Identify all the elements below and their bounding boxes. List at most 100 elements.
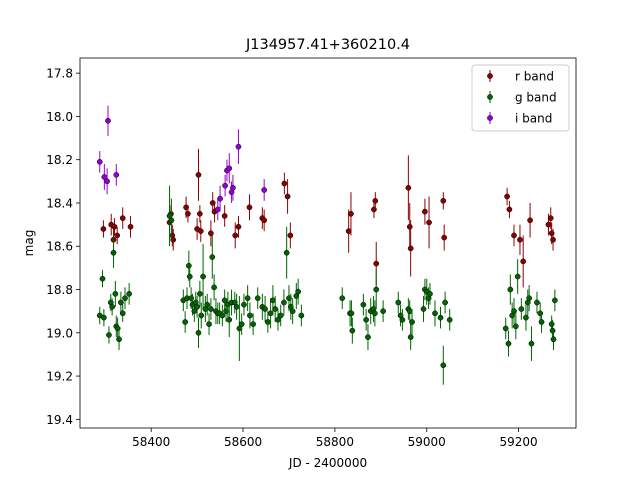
data-point xyxy=(230,184,236,191)
data-point xyxy=(405,184,412,191)
data-point xyxy=(437,314,444,321)
data-point xyxy=(110,249,117,256)
y-tick-label: 19.4 xyxy=(46,413,73,427)
data-point xyxy=(183,204,189,211)
chart-title: J134957.41+360210.4 xyxy=(245,37,410,53)
data-point xyxy=(206,321,212,327)
data-point xyxy=(119,310,126,317)
data-point xyxy=(170,236,177,243)
data-point xyxy=(247,312,253,319)
data-point xyxy=(426,219,432,226)
data-point xyxy=(195,329,202,336)
data-point xyxy=(250,321,256,327)
data-point xyxy=(283,249,290,256)
data-point xyxy=(226,316,233,323)
data-point xyxy=(523,314,529,321)
y-tick-label: 18.0 xyxy=(46,110,73,124)
data-point xyxy=(432,310,438,317)
data-point xyxy=(281,180,288,187)
data-point xyxy=(208,230,214,237)
data-point xyxy=(534,299,540,306)
data-point xyxy=(502,325,509,332)
legend-frame xyxy=(471,64,570,132)
data-point xyxy=(223,308,229,315)
data-point xyxy=(518,306,525,312)
x-tick-label: 59200 xyxy=(499,435,537,449)
data-point xyxy=(235,143,242,150)
data-point xyxy=(287,232,294,239)
data-point xyxy=(197,210,203,217)
data-point xyxy=(235,223,242,230)
legend-label-i-band: i band xyxy=(515,112,552,126)
data-point xyxy=(552,297,558,304)
data-point xyxy=(194,303,200,310)
data-point xyxy=(200,273,206,280)
data-point xyxy=(289,308,296,315)
data-point xyxy=(254,295,261,302)
data-point xyxy=(261,217,268,224)
data-point xyxy=(195,171,202,178)
data-point xyxy=(298,312,305,319)
data-point xyxy=(420,306,427,312)
y-tick-label: 18.2 xyxy=(46,153,73,167)
plot-frame xyxy=(79,57,577,429)
data-point xyxy=(395,299,402,306)
y-tick-label: 17.8 xyxy=(46,67,73,81)
data-point xyxy=(100,226,107,232)
data-point xyxy=(550,336,557,343)
data-point xyxy=(116,336,122,343)
data-point xyxy=(118,299,124,306)
data-point xyxy=(197,290,203,297)
data-point xyxy=(105,117,111,124)
data-point xyxy=(211,284,217,291)
data-point xyxy=(360,301,367,308)
legend: r band g band i band xyxy=(471,64,570,132)
data-point xyxy=(106,332,112,338)
y-tick-label: 18.4 xyxy=(46,196,73,210)
data-point xyxy=(527,217,533,224)
legend-marker-r-band xyxy=(487,73,493,79)
data-point xyxy=(208,306,214,312)
data-point xyxy=(241,301,247,308)
data-point xyxy=(209,200,216,206)
data-point xyxy=(511,232,517,239)
data-point xyxy=(232,232,239,239)
data-point xyxy=(441,234,448,241)
data-point xyxy=(264,319,271,325)
data-point xyxy=(406,223,413,230)
data-point xyxy=(512,323,519,330)
data-point xyxy=(186,273,193,280)
data-point xyxy=(504,193,510,200)
data-point xyxy=(409,319,415,325)
data-point xyxy=(339,295,346,302)
data-point xyxy=(104,178,110,185)
data-point xyxy=(168,217,175,224)
data-point xyxy=(526,295,533,302)
data-point xyxy=(281,299,287,306)
data-point xyxy=(109,303,115,310)
data-point xyxy=(407,245,414,252)
data-point xyxy=(506,206,513,213)
data-point xyxy=(244,295,251,302)
data-point xyxy=(538,319,545,325)
data-point xyxy=(126,290,132,297)
data-point xyxy=(226,165,233,172)
data-point xyxy=(272,306,279,312)
legend-marker-g-band xyxy=(487,94,493,100)
x-tick-label: 58600 xyxy=(224,435,262,449)
series-layer xyxy=(96,105,558,385)
legend-label-g-band: g band xyxy=(515,91,557,105)
data-point xyxy=(185,262,192,269)
data-point xyxy=(528,340,535,347)
data-point xyxy=(422,208,428,215)
y-tick-label: 18.6 xyxy=(46,240,73,254)
data-point xyxy=(295,288,301,295)
x-tick-label: 59000 xyxy=(408,435,446,449)
data-point xyxy=(111,223,118,230)
data-point xyxy=(348,310,355,317)
data-point xyxy=(446,316,453,323)
data-point xyxy=(222,182,228,189)
data-point xyxy=(114,232,121,239)
data-point xyxy=(197,228,204,234)
